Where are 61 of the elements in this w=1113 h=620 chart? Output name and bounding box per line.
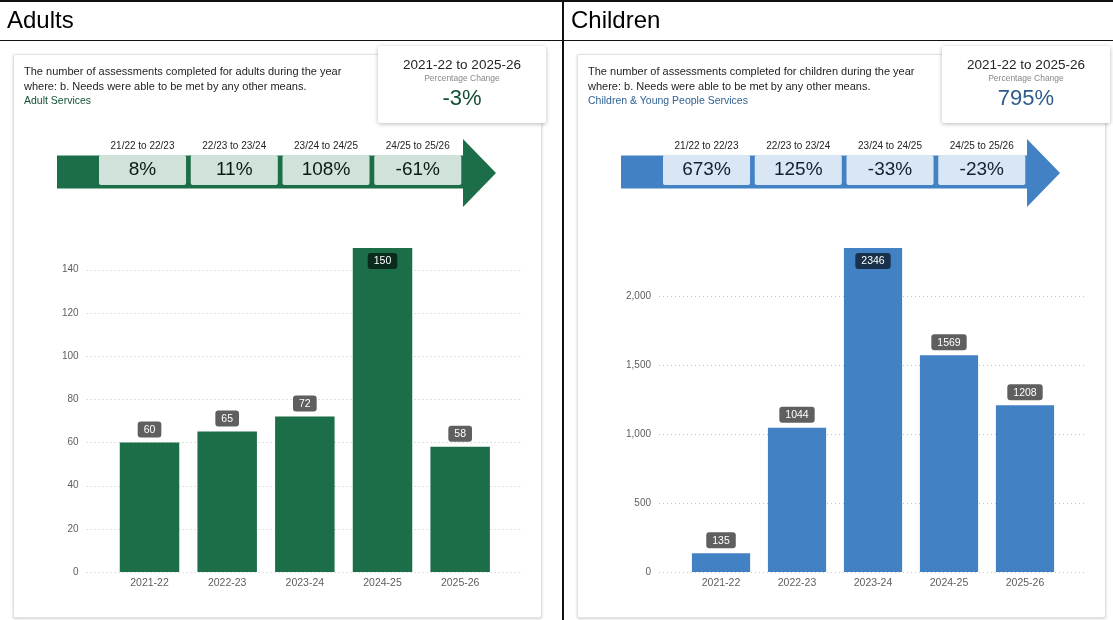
y-tick-label: 1,500 xyxy=(625,358,652,370)
text: 108% xyxy=(301,158,351,180)
y-tick-label: 140 xyxy=(62,263,80,275)
y-tick-label: 40 xyxy=(67,479,80,491)
y-tick-label: 1,000 xyxy=(625,427,652,439)
y-tick-label: 0 xyxy=(73,565,80,577)
text: 11% xyxy=(215,158,253,180)
text: 24/25 to 25/26 xyxy=(949,140,1014,152)
y-tick-label: 2,000 xyxy=(625,289,652,301)
text: -61% xyxy=(395,158,440,180)
chart-subtitle: The number of assessments completed for children during the year where: b. Needs were able to be met by any other means. xyxy=(588,64,916,94)
text: 2021-22 to 2025-26 xyxy=(403,57,521,73)
text: -33% xyxy=(867,158,913,180)
y-tick-label: 0 xyxy=(645,565,652,577)
y-tick-label: 500 xyxy=(634,496,652,508)
chart-subtitle: The number of assessments completed for adults during the year where: b. Needs were able to be met by any other means. xyxy=(24,64,343,94)
text: 23/24 to 24/25 xyxy=(858,140,922,152)
text: 8% xyxy=(128,158,157,180)
text: 24/25 to 25/26 xyxy=(385,140,450,152)
text: 673% xyxy=(682,158,731,180)
x-tick-label: 2022-23 xyxy=(777,576,817,589)
chart-title: Adults xyxy=(7,6,74,34)
text: Percentage Change xyxy=(988,73,1064,84)
data-label: 2346 xyxy=(861,254,885,267)
text: Percentage Change xyxy=(424,73,500,84)
data-label: 65 xyxy=(221,411,234,424)
text: 22/23 to 23/24 xyxy=(202,140,267,152)
x-tick-label: 2025-26 xyxy=(440,576,480,589)
text: 21/22 to 22/23 xyxy=(110,140,175,152)
text: 23/24 to 24/25 xyxy=(294,140,358,152)
x-tick-label: 2021-22 xyxy=(701,576,741,589)
data-label: 72 xyxy=(299,396,311,409)
x-tick-label: 2023-24 xyxy=(285,576,325,589)
data-label: 135 xyxy=(712,533,730,546)
data-label: 1208 xyxy=(1013,385,1037,398)
data-label: 58 xyxy=(454,427,467,440)
data-label: 1569 xyxy=(937,335,961,348)
y-tick-label: 80 xyxy=(67,392,80,404)
data-label: 60 xyxy=(143,422,156,435)
text: Children & Young People Services xyxy=(588,94,748,107)
y-tick-label: 20 xyxy=(67,522,80,534)
x-tick-label: 2023-24 xyxy=(853,576,893,589)
y-tick-label: 120 xyxy=(62,306,80,318)
x-tick-label: 2024-25 xyxy=(363,576,402,589)
text: 21/22 to 22/23 xyxy=(674,140,739,152)
text: 2021-22 to 2025-26 xyxy=(967,57,1085,73)
x-tick-label: 2022-23 xyxy=(207,576,247,589)
y-tick-label: 100 xyxy=(62,349,80,361)
text: Adult Services xyxy=(24,94,92,107)
chart-title: Children xyxy=(571,6,661,34)
text: -23% xyxy=(959,158,1004,180)
data-label: 1044 xyxy=(785,408,809,421)
x-tick-label: 2025-26 xyxy=(1005,576,1045,589)
y-tick-label: 60 xyxy=(67,436,80,448)
text: -3% xyxy=(442,85,482,111)
text: 22/23 to 23/24 xyxy=(766,140,831,152)
text: 795% xyxy=(997,85,1055,111)
x-tick-label: 2021-22 xyxy=(130,576,169,589)
x-tick-label: 2024-25 xyxy=(929,576,969,589)
data-label: 150 xyxy=(373,254,392,267)
text: 125% xyxy=(773,158,823,180)
